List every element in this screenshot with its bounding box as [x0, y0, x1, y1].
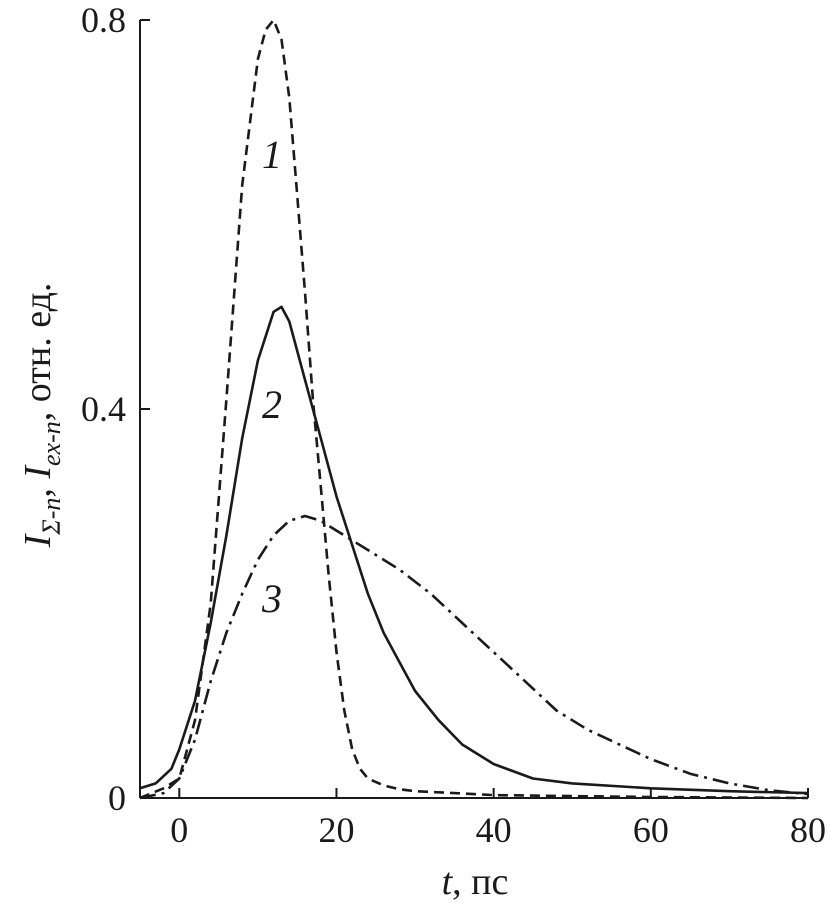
y-tick-label-1: 0.4 [81, 389, 126, 429]
series-label-3: 3 [261, 576, 282, 621]
x-tick-label-3: 60 [633, 810, 669, 850]
tick-labels: 0 20 40 60 80 0 0.4 0.8 [81, 0, 826, 850]
y-axis-sub-1: Σ-n [37, 498, 66, 536]
x-tick-label-2: 40 [476, 810, 512, 850]
y-tick-label-2: 0.8 [81, 0, 126, 40]
y-axis-sub-2: ex-n [37, 421, 66, 466]
axes [139, 20, 808, 799]
x-tick-label-1: 20 [318, 810, 354, 850]
x-axis-title: t, пс [442, 861, 509, 903]
series-line-2 [139, 305, 809, 795]
x-axis-unit: , пс [452, 861, 508, 903]
y-axis-var-1: I [17, 532, 59, 548]
y-axis-var-2: I [17, 464, 59, 480]
y-tick-label-0: 0 [108, 778, 126, 818]
series-line-1 [139, 18, 809, 800]
series-line-3 [139, 514, 809, 800]
series-group [139, 18, 809, 800]
x-tick-label-4: 80 [790, 810, 826, 850]
series-label-1: 1 [262, 132, 282, 177]
ticks [140, 19, 809, 799]
series-label-2: 2 [262, 382, 282, 427]
y-axis-title: IΣ-n, Iex-n, отн. ед. [17, 283, 66, 549]
y-axis-sep: , [17, 479, 59, 498]
x-tick-label-0: 0 [170, 810, 188, 850]
y-axis-unit: , отн. ед. [17, 283, 59, 422]
x-axis-var: t [442, 861, 454, 903]
